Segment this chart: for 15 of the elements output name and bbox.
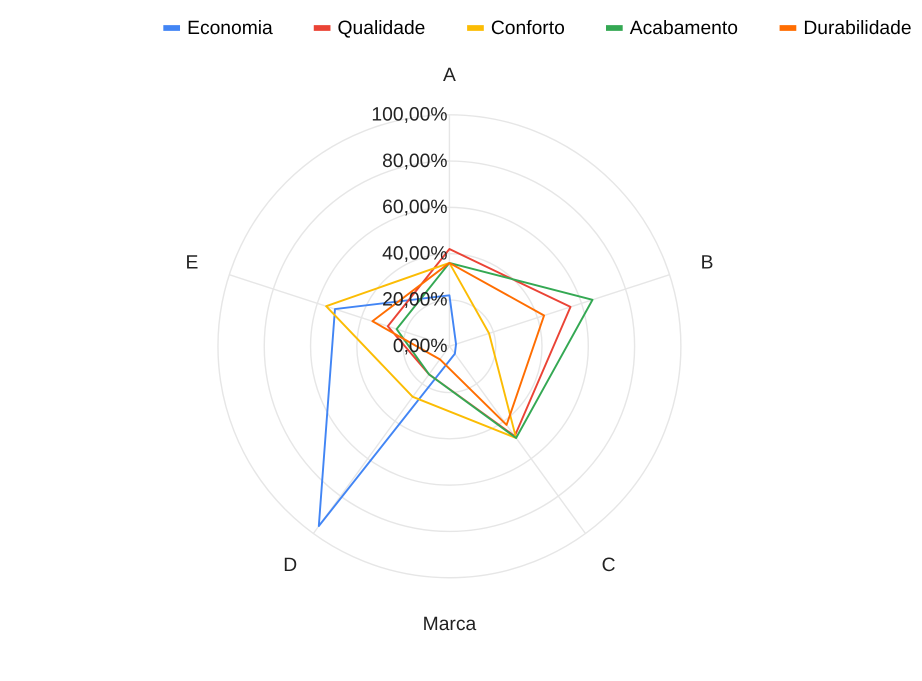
legend-label: Economia [187, 18, 274, 39]
legend-label: Conforto [490, 18, 565, 39]
y-tick-label: 100,00% [371, 104, 448, 126]
spoke-label: C [602, 555, 616, 576]
spoke-label: D [283, 555, 298, 576]
text: Marca [422, 614, 476, 635]
y-tick-label: 40,00% [382, 243, 448, 264]
spoke-label: A [442, 65, 456, 86]
y-tick-label: 80,00% [382, 150, 448, 172]
legend-label: Qualidade [338, 18, 426, 39]
legend-label: Acabamento [630, 18, 738, 39]
spoke-label: B [700, 252, 714, 274]
y-tick-label: 60,00% [382, 197, 448, 218]
spoke-label: E [185, 252, 198, 274]
legend-label: Durabilidade [803, 18, 912, 39]
